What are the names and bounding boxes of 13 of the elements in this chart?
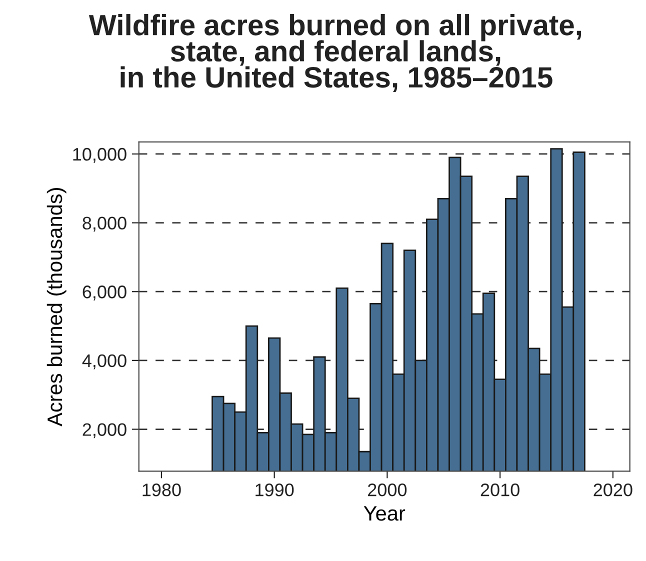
x-tick-label: 2020 bbox=[594, 484, 632, 496]
x-axis-title: Year bbox=[364, 506, 406, 521]
y-tick-label: 8,000 bbox=[82, 216, 126, 232]
y-tick-label: 6,000 bbox=[82, 286, 126, 300]
y-tick-label: 10,000 bbox=[73, 148, 126, 163]
chart-title: Wildfire acres burned on all private, state, and federal lands, in the United States, 1985–2015 bbox=[88, 14, 582, 92]
x-tick-label: 1990 bbox=[256, 484, 294, 496]
y-tick-label: 4,000 bbox=[82, 354, 126, 370]
x-tick-label: 2000 bbox=[368, 484, 407, 496]
x-tick-label: 2010 bbox=[480, 484, 520, 496]
y-tick-label: 2,000 bbox=[82, 423, 126, 438]
y-axis-title: Acres burned (thousands) bbox=[46, 188, 66, 426]
x-tick-label: 1980 bbox=[142, 484, 181, 496]
